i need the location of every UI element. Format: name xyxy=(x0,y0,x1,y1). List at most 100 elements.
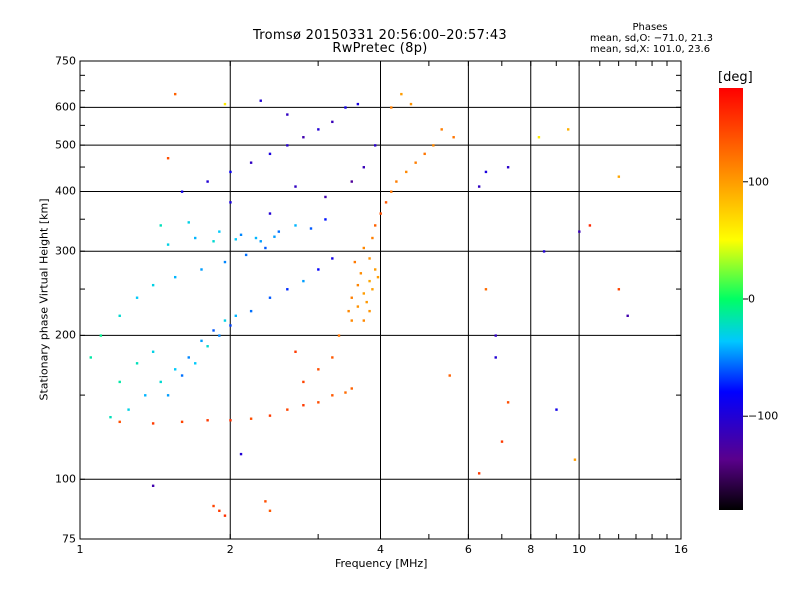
data-point xyxy=(127,408,130,411)
colorbar xyxy=(719,88,743,510)
data-point xyxy=(347,309,350,313)
phase-title: Phases xyxy=(632,22,668,33)
data-point xyxy=(118,380,121,384)
x-axis-label: Frequency [MHz] xyxy=(335,557,428,570)
data-point xyxy=(277,230,281,233)
y-axis-label: Stationary phase Virtual Height [km] xyxy=(37,198,51,401)
data-point xyxy=(212,329,215,332)
data-point xyxy=(223,319,227,322)
y-tick-label: 500 xyxy=(55,138,76,152)
data-point xyxy=(379,212,382,215)
data-point xyxy=(567,128,570,131)
data-point xyxy=(135,362,139,365)
data-point xyxy=(368,257,371,260)
data-point xyxy=(337,334,341,337)
data-point xyxy=(368,309,371,313)
data-point xyxy=(344,106,347,109)
data-point xyxy=(362,246,366,250)
data-point xyxy=(173,92,177,96)
data-point xyxy=(180,420,184,424)
data-point xyxy=(626,314,629,318)
data-point xyxy=(151,422,155,425)
data-point xyxy=(173,275,177,279)
data-point xyxy=(268,296,272,299)
data-point xyxy=(374,144,377,147)
data-point xyxy=(555,408,558,411)
data-point xyxy=(206,180,209,183)
data-point xyxy=(484,288,488,291)
data-point xyxy=(578,230,581,233)
data-point xyxy=(400,92,403,96)
data-point xyxy=(356,305,360,308)
data-point xyxy=(135,296,139,299)
data-point xyxy=(302,136,305,139)
data-point xyxy=(218,334,221,337)
data-point xyxy=(477,185,481,188)
data-point xyxy=(477,472,481,475)
data-point xyxy=(268,414,272,417)
colorbar-ticks xyxy=(743,181,748,417)
x-tick-label: 2 xyxy=(226,543,234,556)
data-point xyxy=(390,106,393,109)
data-point xyxy=(324,218,327,221)
y-tick-label: 75 xyxy=(62,532,76,546)
data-points xyxy=(89,92,629,517)
data-point xyxy=(268,509,272,512)
data-point xyxy=(200,339,203,343)
data-point xyxy=(331,356,334,359)
data-point xyxy=(151,350,155,353)
data-point xyxy=(234,314,238,318)
data-point xyxy=(350,180,353,183)
data-point xyxy=(362,319,366,322)
data-point xyxy=(200,268,203,271)
data-point xyxy=(206,345,209,348)
x-tick-label: 6 xyxy=(464,543,472,556)
data-point xyxy=(118,314,121,318)
data-point xyxy=(353,260,357,264)
data-point xyxy=(259,99,262,102)
data-point xyxy=(218,509,221,512)
data-point xyxy=(440,128,443,131)
data-point xyxy=(331,257,334,260)
colorbar-tick-label: −100 xyxy=(748,409,779,423)
data-point xyxy=(317,128,320,131)
data-point xyxy=(166,394,170,397)
colorbar-tick-label: 0 xyxy=(748,292,755,306)
data-point xyxy=(286,288,289,291)
data-point xyxy=(368,279,371,283)
data-point xyxy=(573,458,577,461)
data-point xyxy=(218,230,221,233)
data-point xyxy=(234,238,238,241)
colorbar-tick-label: 100 xyxy=(748,175,769,189)
y-tick-label: 750 xyxy=(55,54,76,68)
data-point xyxy=(166,157,170,160)
data-point xyxy=(273,235,276,238)
data-point xyxy=(350,296,353,299)
data-point xyxy=(309,227,313,230)
data-point xyxy=(223,260,227,264)
y-tick-label: 400 xyxy=(55,184,76,198)
data-point xyxy=(432,144,435,147)
phase-stat-o: mean, sd,O: −71.0, 21.3 xyxy=(590,33,713,44)
data-point xyxy=(294,350,297,353)
data-point xyxy=(359,272,363,275)
y-tick-label: 100 xyxy=(55,472,76,486)
data-point xyxy=(212,504,215,508)
data-point xyxy=(506,401,510,404)
data-point xyxy=(249,161,253,164)
data-point xyxy=(371,236,374,240)
data-point xyxy=(302,279,305,283)
data-point xyxy=(239,233,243,236)
data-point xyxy=(331,120,334,124)
x-tick-label: 10 xyxy=(572,543,587,556)
data-point xyxy=(356,102,360,106)
data-point xyxy=(294,185,297,188)
data-point xyxy=(395,180,398,183)
data-point xyxy=(409,102,413,106)
data-point xyxy=(268,212,272,215)
data-point xyxy=(229,324,232,327)
data-point xyxy=(99,334,103,337)
x-tick-label: 1 xyxy=(76,543,84,556)
chart-title-line2: RwPretec (8p) xyxy=(332,41,428,56)
